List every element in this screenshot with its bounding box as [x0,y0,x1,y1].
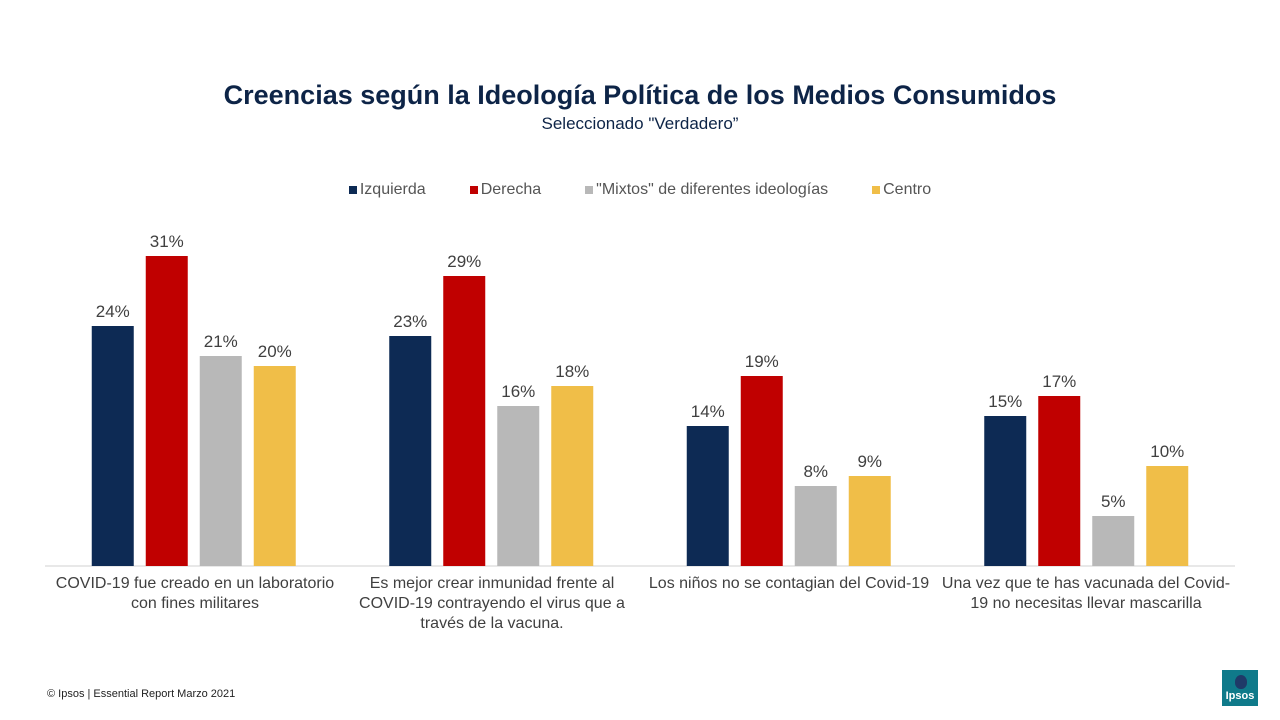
ipsos-logo: Ipsos [1222,670,1258,706]
data-label-centro-cat4: 10% [1150,442,1184,461]
data-label-centro-cat2: 18% [555,362,589,381]
bar-derecha-cat2 [443,276,486,566]
data-label-centro-cat3: 9% [857,452,882,471]
data-label-mixtos-cat2: 16% [501,382,535,401]
legend-item-mixtos: "Mixtos" de diferentes ideologías [585,181,828,199]
data-label-mixtos-cat1: 21% [204,332,238,351]
data-label-centro-cat1: 20% [258,342,292,361]
footer-copyright: © Ipsos | Essential Report Marzo 2021 [47,688,236,700]
bar-izquierda-cat3 [686,426,729,566]
data-label-derecha-cat3: 19% [745,352,779,371]
legend-item-derecha: Derecha [469,181,542,199]
legend-label-centro: Centro [883,181,932,198]
category-label-3: Los niños no se contagian del Covid-19 [648,575,930,592]
data-label-mixtos-cat3: 8% [803,462,828,481]
data-label-izquierda-cat4: 15% [988,392,1022,411]
legend-swatch-centro [872,186,881,194]
bar-centro-cat4 [1146,466,1189,566]
category-label-2: Es mejor crear inmunidad frente al COVID… [359,575,625,632]
data-label-mixtos-cat4: 5% [1101,492,1126,511]
data-label-izquierda-cat1: 24% [96,302,130,321]
category-label-1: COVID-19 fue creado en un laboratorio co… [55,575,335,612]
legend-item-centro: Centro [872,181,931,199]
data-label-izquierda-cat3: 14% [691,402,725,421]
legend-swatch-izquierda [348,186,357,194]
bar-mixtos-cat1 [199,356,242,566]
data-label-izquierda-cat2: 23% [393,312,427,331]
chart-title: Creencias según la Ideología Política de… [223,80,1057,110]
bar-mixtos-cat2 [497,406,540,566]
bar-derecha-cat4 [1038,396,1081,566]
bar-izquierda-cat2 [389,336,432,566]
logo-text: Ipsos [1225,690,1255,702]
category-label-4: Una vez que te has vacunada del Covid-19… [941,575,1231,612]
bar-mixtos-cat4 [1092,516,1135,566]
legend-label-izquierda: Izquierda [359,181,426,198]
bar-centro-cat2 [551,386,594,566]
bar-centro-cat1 [253,366,296,566]
logo-mark-icon [1235,675,1247,689]
bar-izquierda-cat1 [91,326,134,566]
legend-label-derecha: Derecha [480,181,542,198]
data-label-derecha-cat1: 31% [150,232,184,251]
legend: Izquierda Derecha "Mixtos" de diferentes… [0,180,1280,200]
legend-label-mixtos: "Mixtos" de diferentes ideologías [596,181,829,198]
bar-izquierda-cat4 [984,416,1027,566]
legend-item-izquierda: Izquierda [348,181,426,199]
bar-centro-cat3 [848,476,891,566]
bar-derecha-cat1 [145,256,188,566]
legend-swatch-derecha [469,186,478,194]
chart-subtitle: Seleccionado "Verdadero” [541,114,739,133]
bar-derecha-cat3 [740,376,783,566]
legend-swatch-mixtos [585,186,594,194]
data-label-derecha-cat2: 29% [447,252,481,271]
bar-mixtos-cat3 [794,486,837,566]
data-label-derecha-cat4: 17% [1042,372,1076,391]
